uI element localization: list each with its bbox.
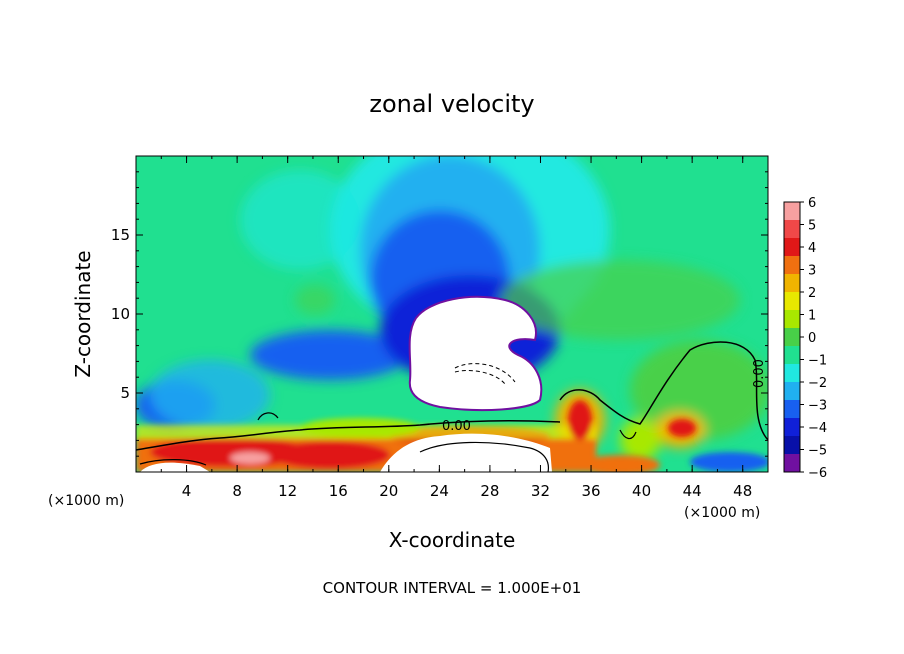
- colorbar-label: −1: [808, 354, 827, 369]
- x-tick-label: 20: [379, 482, 398, 500]
- colorbar-label: −5: [808, 444, 827, 459]
- colorbar-label: 2: [808, 286, 816, 301]
- colorbar-label: 4: [808, 241, 816, 256]
- x-tick-label: 24: [430, 482, 449, 500]
- contour-label-right: 0.00: [752, 359, 767, 388]
- colorbar-swatch: [784, 382, 800, 401]
- y-axis-ticks: 5 10 15: [111, 155, 768, 473]
- colorbar-label: −4: [808, 421, 827, 436]
- chart-title: zonal velocity: [369, 90, 534, 118]
- colorbar-swatch: [784, 400, 800, 419]
- x-axis-ticks: 4 8 12 16 20 24 28 32 36 40 44 48: [135, 156, 769, 500]
- x-unit-left: (×1000 m): [48, 493, 124, 509]
- colorbar-swatch: [784, 238, 800, 257]
- colorbar-label: 5: [808, 219, 816, 234]
- colorbar: 6 5 4 3 2 1 0 −1 −2 −3 −4 −5 −6: [783, 196, 827, 481]
- colorbar-label: 3: [808, 264, 816, 279]
- colorbar-swatch: [784, 220, 800, 239]
- colorbar-swatch: [784, 256, 800, 275]
- x-axis-label: X-coordinate: [389, 528, 516, 552]
- y-axis-label: Z-coordinate: [71, 250, 95, 377]
- colorbar-swatch: [784, 436, 800, 455]
- x-tick-label: 28: [480, 482, 499, 500]
- colorbar-label: 1: [808, 309, 816, 324]
- x-tick-label: 16: [329, 482, 348, 500]
- colorbar-label: −6: [808, 466, 827, 481]
- colorbar-label: 6: [808, 196, 816, 211]
- colorbar-swatch: [784, 328, 800, 347]
- colorbar-swatch: [784, 454, 800, 473]
- colorbar-swatch: [784, 274, 800, 293]
- x-tick-label: 32: [531, 482, 550, 500]
- x-tick-label: 40: [632, 482, 651, 500]
- x-tick-label: 36: [581, 482, 600, 500]
- x-tick-label: 12: [278, 482, 297, 500]
- x-tick-label: 8: [232, 482, 242, 500]
- colorbar-label: −2: [808, 376, 827, 391]
- colorbar-swatch: [784, 346, 800, 365]
- x-unit-right: (×1000 m): [684, 505, 760, 521]
- y-tick-label: 10: [111, 305, 130, 323]
- contour-label-center: 0.00: [442, 419, 471, 434]
- colorbar-label: 0: [808, 331, 816, 346]
- y-tick-label: 15: [111, 226, 130, 244]
- x-tick-label: 44: [683, 482, 702, 500]
- colorbar-swatch: [784, 202, 800, 221]
- y-tick-label: 5: [120, 384, 130, 402]
- heatmap-field: [136, 156, 768, 472]
- colorbar-swatch: [784, 292, 800, 311]
- contour-interval-footer: CONTOUR INTERVAL = 1.000E+01: [323, 579, 582, 597]
- colorbar-swatch: [784, 310, 800, 329]
- x-tick-label: 4: [182, 482, 192, 500]
- colorbar-swatch: [784, 364, 800, 383]
- colorbar-swatch: [784, 418, 800, 437]
- x-tick-label: 48: [733, 482, 752, 500]
- colorbar-label: −3: [808, 399, 827, 414]
